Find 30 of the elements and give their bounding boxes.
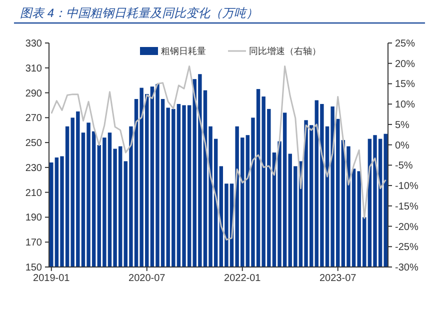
y-tick-label: 150	[25, 262, 42, 274]
y2-tick-label: -15%	[395, 201, 418, 212]
x-tick-label: 2019-01	[33, 273, 70, 284]
y2-tick-label: 5%	[395, 120, 410, 131]
y2-tick-label: 15%	[395, 79, 416, 90]
y2-tick-label: 25%	[395, 38, 416, 50]
y2-tick-label: -20%	[395, 222, 418, 233]
y2-tick-label: -5%	[395, 160, 413, 172]
y-tick-label: 230	[25, 162, 42, 174]
legend-label: 同比增速（右轴）	[249, 46, 321, 56]
y-tick-label: 170	[25, 238, 42, 249]
y-tick-label: 330	[25, 38, 42, 50]
y-tick-label: 250	[25, 138, 42, 150]
y2-tick-label: 20%	[395, 58, 416, 70]
y-tick-label: 210	[25, 188, 42, 199]
chart-title: 图表 4：中国粗钢日耗量及同比变化（万吨）	[20, 6, 258, 20]
y-tick-label: 310	[25, 63, 42, 74]
y-tick-label: 270	[25, 113, 42, 124]
x-tick-label: 2022-01	[224, 273, 262, 284]
y-tick-label: 190	[25, 212, 42, 224]
line-series	[50, 65, 386, 240]
y2-tick-label: -25%	[395, 242, 418, 254]
y2-tick-label: -30%	[395, 262, 418, 274]
y-tick-label: 290	[25, 88, 42, 100]
x-tick-label: 2020-07	[128, 273, 166, 284]
x-tick-label: 2023-07	[320, 273, 357, 284]
y2-tick-label: 10%	[395, 100, 416, 111]
y2-tick-label: -10%	[395, 181, 418, 192]
y2-tick-label: 0%	[395, 140, 410, 152]
legend-label: 粗钢日耗量	[161, 46, 206, 56]
